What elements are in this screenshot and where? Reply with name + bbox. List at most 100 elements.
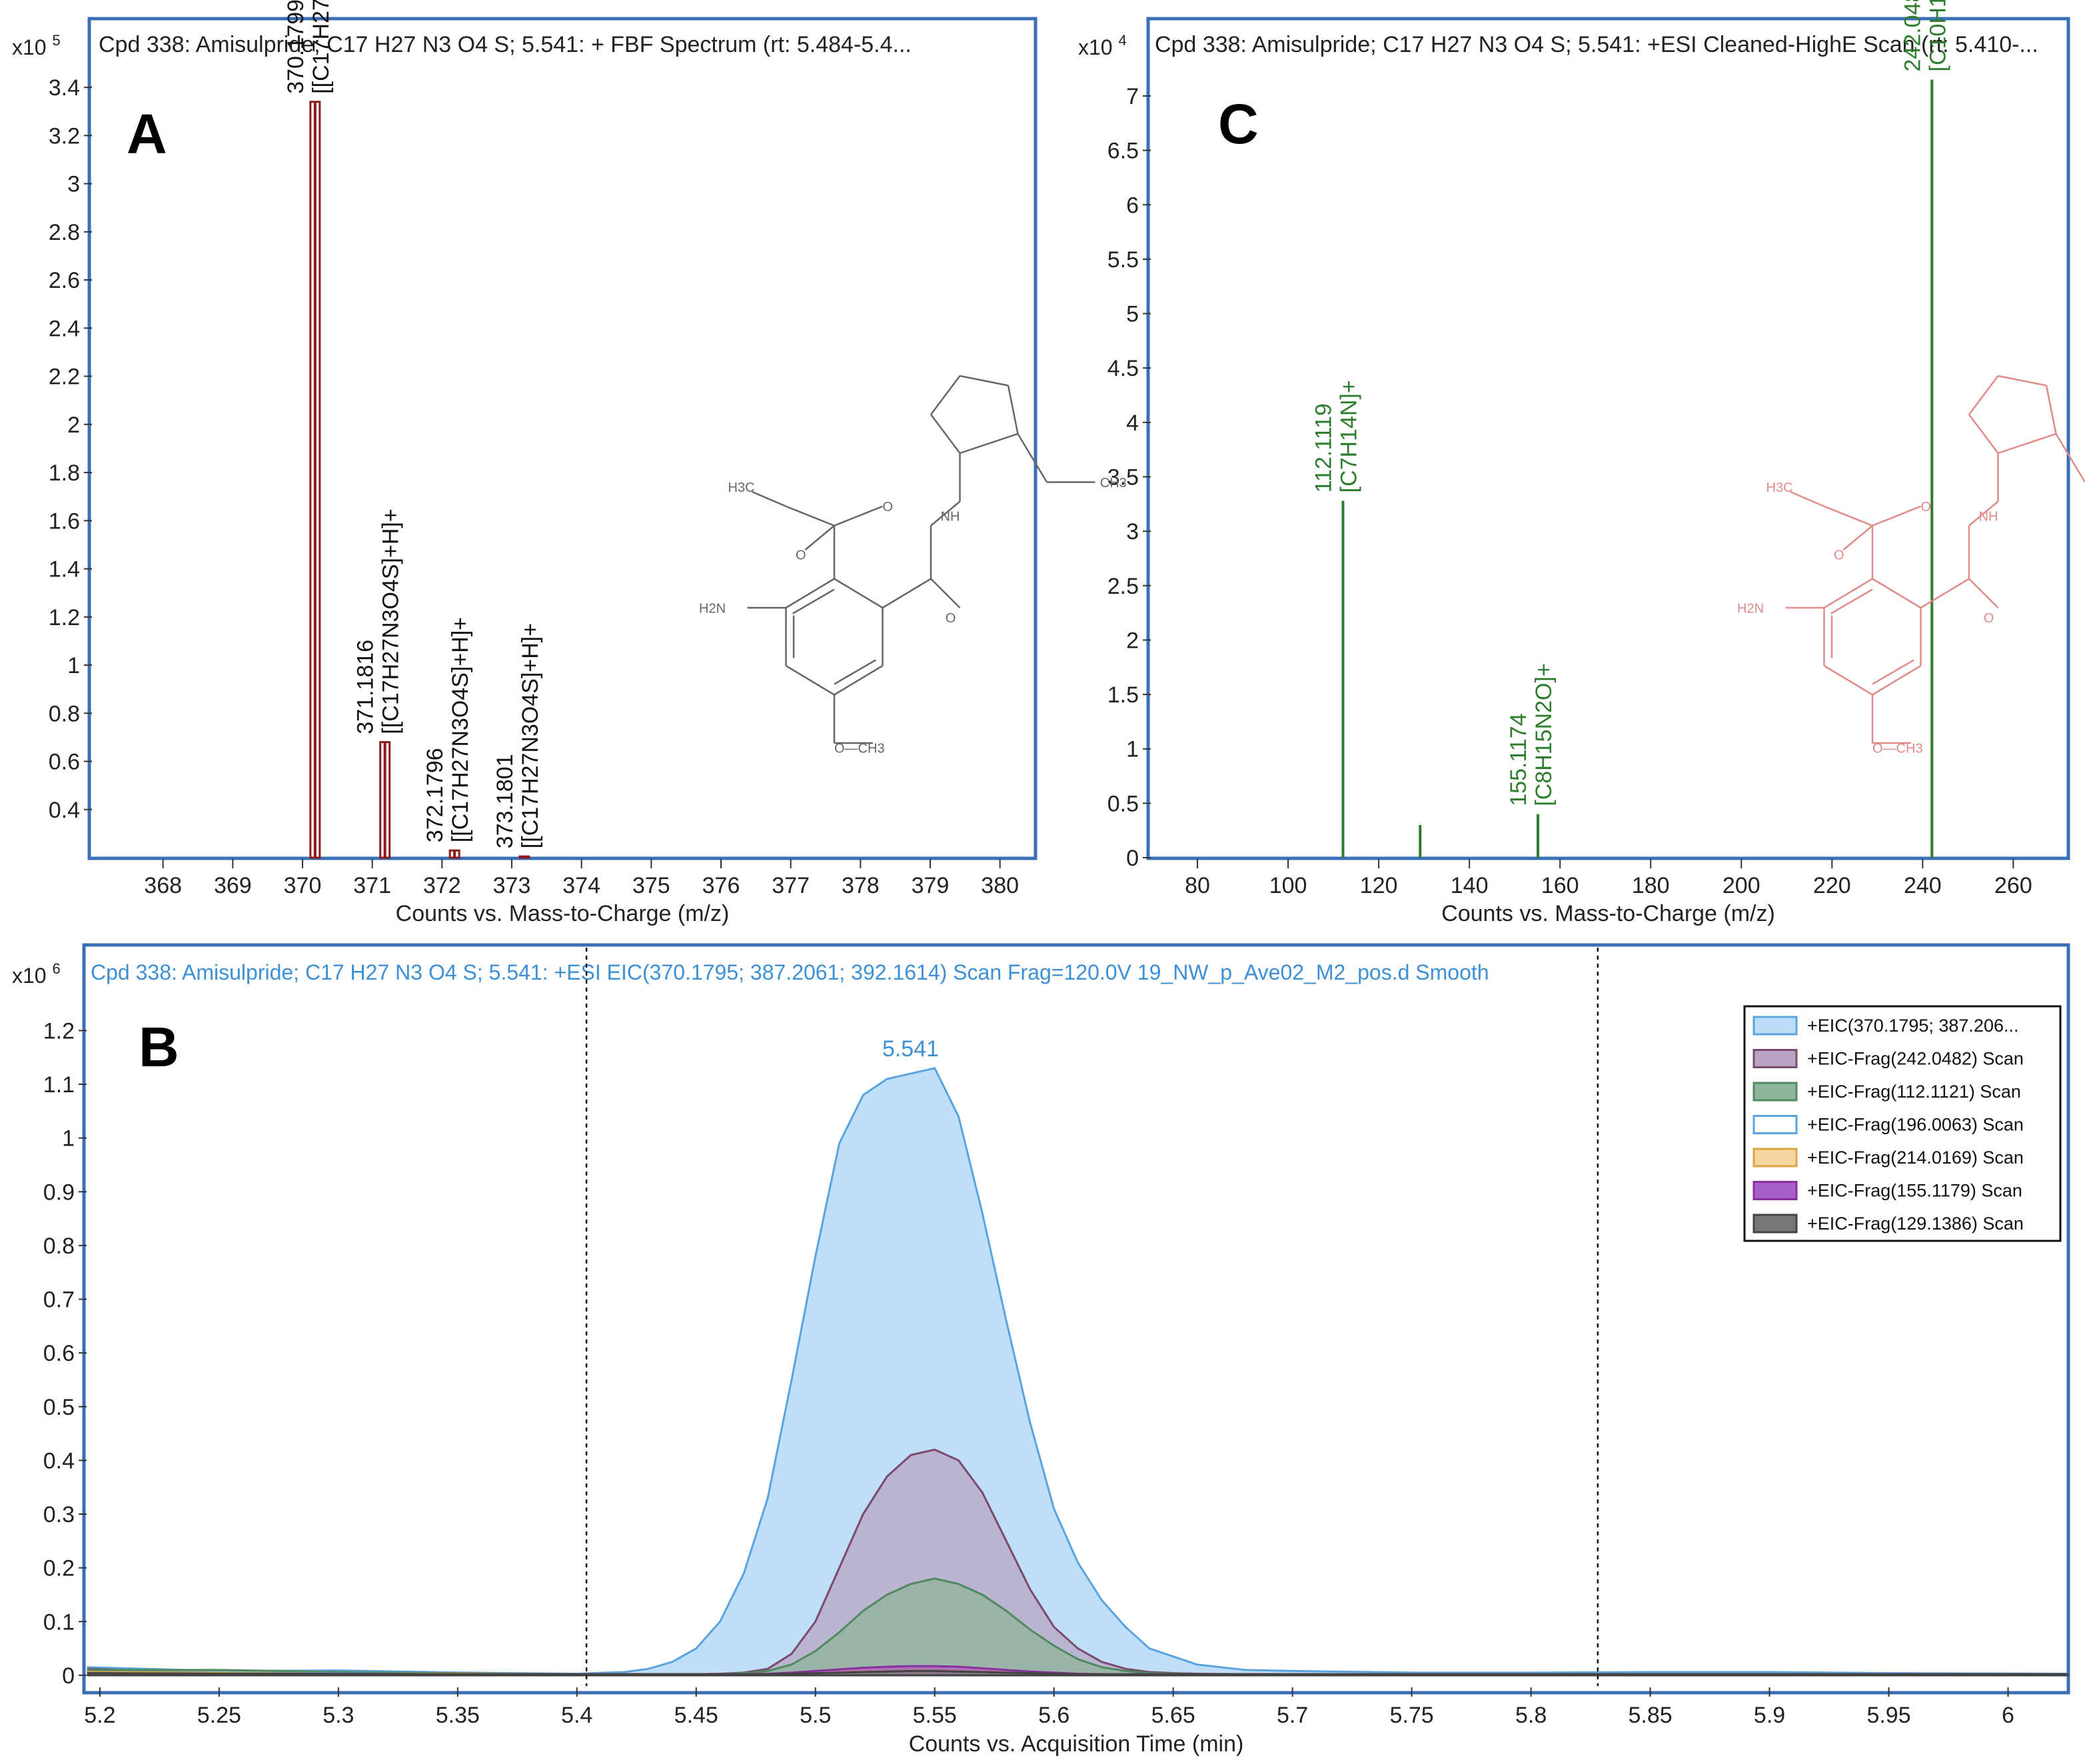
panel-c-peak-formula-label: [C7H14N]+ — [1336, 380, 1361, 492]
structure-bond — [930, 375, 961, 415]
panel-c-y-tick-label: 5.5 — [1107, 247, 1139, 273]
panel-a-x-tick-label: 377 — [772, 873, 810, 898]
panel-b-legend-label: +EIC-Frag(196.0063) Scan — [1807, 1115, 2024, 1135]
panel-a-letter: A — [127, 103, 167, 165]
panel-a-x-tick-label: 369 — [214, 873, 252, 898]
structure-bond — [1830, 588, 1873, 614]
structure-bond — [785, 578, 835, 609]
structure-bond — [1790, 490, 1824, 507]
structure-bond — [1823, 578, 1873, 609]
panel-c-x-tick-label: 120 — [1360, 873, 1398, 898]
panel-b-y-tick-label: 0 — [62, 1663, 75, 1689]
panel-c-letter: C — [1218, 93, 1259, 155]
panel-b-x-tick-label: 5.55 — [913, 1703, 957, 1728]
panel-c-peak-formula-label: [C10H12NO4 — [1925, 0, 1950, 71]
structure-label-o: O — [1834, 548, 1844, 563]
panel-c-x-tick-label: 80 — [1185, 873, 1210, 898]
structure-bond — [1017, 433, 1048, 483]
panel-c-y-tick-label: 6 — [1126, 193, 1139, 218]
panel-b-legend-swatch — [1752, 1016, 1798, 1036]
panel-a-x-tick-label: 373 — [493, 873, 531, 898]
panel-b-x-tick-label: 5.25 — [197, 1703, 241, 1728]
panel-b-y-tick-label: 0.3 — [43, 1502, 75, 1527]
structure-label-o: O — [883, 500, 894, 514]
panel-c-peak-mz-label: 112.1119 — [1311, 403, 1336, 492]
structure-label-nh: NH — [941, 510, 960, 524]
panel-a-peak-mz-label: 373.1801 — [492, 754, 518, 848]
panel-b-letter: B — [139, 1016, 179, 1078]
panel-c-y-tick-label: 2.5 — [1107, 574, 1139, 599]
panel-b-y-tick-label: 0.9 — [43, 1180, 75, 1205]
panel-a-y-tick-label: 2 — [67, 413, 80, 438]
structure-bond — [1998, 433, 2056, 454]
amisulpride-structure-a: H3C O O H2N NH CH3 O O—CH3 — [699, 375, 1127, 756]
panel-b-x-tick-label: 5.8 — [1515, 1703, 1547, 1728]
panel-b-x-tick-label: 5.2 — [84, 1703, 115, 1728]
panel-c-spectrum: Cpd 338: Amisulpride; C17 H27 N3 O4 S; 5… — [1078, 0, 2070, 926]
structure-bond — [1872, 659, 1914, 685]
panel-c-peak-mz-label: 242.0483 — [1900, 0, 1925, 71]
structure-bond — [1872, 505, 1921, 526]
panel-a-x-tick-label: 376 — [702, 873, 740, 898]
panel-c-y-tick-label: 0.5 — [1107, 791, 1139, 816]
panel-a-x-tick-label: 370 — [284, 873, 322, 898]
panel-c-y-exponent: 4 — [1118, 32, 1126, 49]
panel-a-x-label: Counts vs. Mass-to-Charge (m/z) — [396, 901, 730, 926]
panel-b-y-tick-label: 0.8 — [43, 1234, 75, 1259]
panel-b-x-tick-label: 5.4 — [561, 1703, 592, 1728]
panel-c-y-tick-label: 0 — [1126, 846, 1139, 871]
panel-b-x-tick-label: 5.75 — [1390, 1703, 1434, 1728]
panel-a-y-tick-label: 2.4 — [49, 316, 80, 341]
panel-a-y-tick-label: 1.4 — [49, 557, 80, 582]
panel-b-legend-label: +EIC-Frag(214.0169) Scan — [1807, 1148, 2024, 1168]
panel-c-x-tick-label: 260 — [1994, 873, 2032, 898]
panel-b-legend-label: +EIC-Frag(242.0482) Scan — [1807, 1049, 2024, 1069]
panel-c-y-tick-label: 5 — [1126, 302, 1139, 327]
panel-b-x-tick-label: 5.35 — [436, 1703, 480, 1728]
panel-b-legend-swatch — [1752, 1082, 1798, 1102]
structure-label-ch3: CH3 — [1100, 476, 1127, 490]
structure-label-och3: O—CH3 — [834, 742, 885, 756]
panel-b-chromatogram: Cpd 338: Amisulpride; C17 H27 N3 O4 S; 5… — [12, 943, 2070, 1757]
panel-a-x-tick-label: 375 — [632, 873, 670, 898]
panel-a-y-tick-label: 2.6 — [49, 268, 80, 293]
panel-b-y-tick-label: 1.1 — [43, 1072, 75, 1098]
panel-a-spectrum: Cpd 338: Amisulpride; C17 H27 N3 O4 S; 5… — [12, 0, 1038, 926]
panel-a-peak-formula-label: [[C17H27N3O4S]+H]+ — [448, 617, 473, 842]
panel-b-peak-label: 5.541 — [882, 1036, 939, 1062]
structure-bond — [752, 490, 786, 507]
panel-b-x-tick-label: 5.85 — [1628, 1703, 1672, 1728]
structure-label-o: O — [946, 611, 956, 626]
panel-b-y-tick-label: 0.5 — [43, 1395, 75, 1420]
panel-b-legend-label: +EIC-Frag(155.1179) Scan — [1807, 1181, 2022, 1201]
panel-a-y-tick-label: 0.6 — [49, 750, 80, 775]
panel-b-title: Cpd 338: Amisulpride; C17 H27 N3 O4 S; 5… — [91, 960, 1489, 984]
panel-b-frame — [82, 943, 2070, 1695]
panel-a-y-tick-label: 3.4 — [49, 75, 80, 101]
panel-a-x-tick-label: 371 — [353, 873, 391, 898]
panel-a-peak-formula-label: [[C17H27N3O4S]+H]+ — [378, 508, 404, 734]
panel-c-frame — [1146, 17, 2070, 860]
panel-c-y-tick-label: 4 — [1126, 411, 1139, 436]
structure-bond — [1968, 500, 1999, 526]
structure-bond — [2045, 385, 2057, 435]
structure-bond — [2055, 433, 2085, 483]
panel-a-x-tick-label: 379 — [912, 873, 950, 898]
panel-a-x-tick-label: 374 — [562, 873, 600, 898]
structure-bond — [1968, 578, 1999, 608]
panel-c-x-tick-label: 160 — [1541, 873, 1579, 898]
panel-b-y-exponent: 6 — [52, 960, 60, 977]
structure-bond — [1998, 375, 2047, 387]
panel-b-x-tick-label: 5.9 — [1754, 1703, 1785, 1728]
panel-b-x-tick-label: 5.5 — [800, 1703, 831, 1728]
panel-c-x-tick-label: 200 — [1723, 873, 1760, 898]
panel-b-series-area — [87, 1669, 2069, 1677]
panel-c-peak-formula-label: [C8H15N2O]+ — [1531, 663, 1557, 806]
panel-b-legend-swatch — [1752, 1049, 1798, 1068]
structure-bond — [930, 578, 961, 608]
panel-a-frame — [87, 17, 1038, 860]
panel-b-legend-label: +EIC(370.1795; 387.206... — [1807, 1016, 2019, 1036]
panel-a-y-tick-label: 0.4 — [49, 798, 80, 823]
structure-bond — [1872, 664, 1922, 696]
